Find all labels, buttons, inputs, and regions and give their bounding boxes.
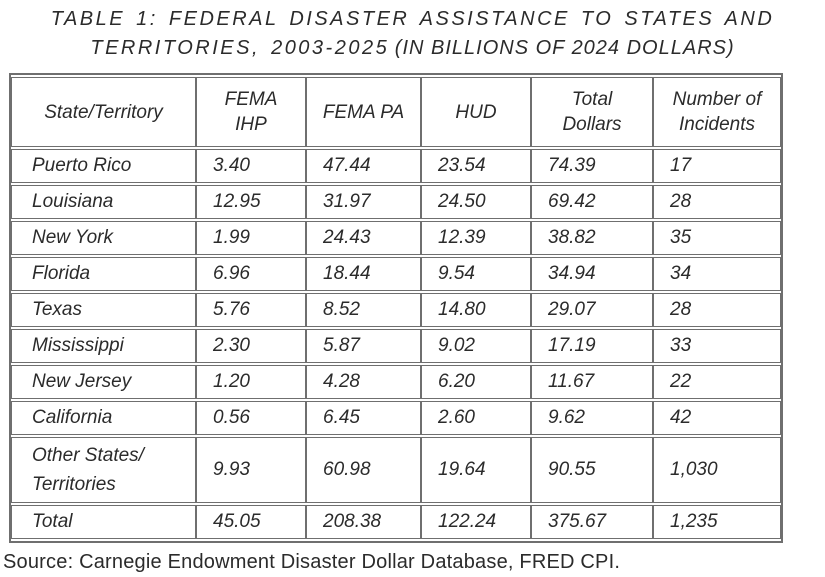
cell-fema-pa: 31.97 [306, 185, 421, 219]
cell-fema-pa: 47.44 [306, 149, 421, 183]
table-title-line2-territories: TERRITORIES, 2003-2025 [90, 37, 390, 59]
column-header-total-dollars: Total Dollars [531, 77, 653, 147]
cell-hud: 19.64 [421, 437, 531, 503]
table-title-line1: TABLE 1: FEDERAL DISASTER ASSISTANCE TO … [50, 8, 775, 30]
cell-state-territory: California [11, 401, 196, 435]
cell-fema-pa: 18.44 [306, 257, 421, 291]
table-row-florida: Florida 6.96 18.44 9.54 34.94 34 [11, 257, 781, 291]
cell-incidents: 28 [653, 185, 781, 219]
cell-fema-pa: 60.98 [306, 437, 421, 503]
cell-fema-pa: 6.45 [306, 401, 421, 435]
cell-hud: 23.54 [421, 149, 531, 183]
table-row-mississippi: Mississippi 2.30 5.87 9.02 17.19 33 [11, 329, 781, 363]
cell-fema-ihp: 1.20 [196, 365, 306, 399]
cell-incidents: 28 [653, 293, 781, 327]
cell-incidents: 22 [653, 365, 781, 399]
column-header-fema-pa: FEMA PA [306, 77, 421, 147]
cell-state-territory: Texas [11, 293, 196, 327]
table-row-louisiana: Louisiana 12.95 31.97 24.50 69.42 28 [11, 185, 781, 219]
disaster-assistance-table: State/Territory FEMA IHP FEMA PA HUD Tot… [9, 73, 783, 543]
cell-state-territory: New Jersey [11, 365, 196, 399]
cell-fema-ihp: 0.56 [196, 401, 306, 435]
cell-total-dollars: 375.67 [531, 505, 653, 539]
column-header-fema-ihp: FEMA IHP [196, 77, 306, 147]
cell-state-territory: Louisiana [11, 185, 196, 219]
cell-fema-ihp: 6.96 [196, 257, 306, 291]
cell-fema-pa: 208.38 [306, 505, 421, 539]
table-row-california: California 0.56 6.45 2.60 9.62 42 [11, 401, 781, 435]
column-header-state-territory: State/Territory [11, 77, 196, 147]
cell-hud: 24.50 [421, 185, 531, 219]
table-row-new-york: New York 1.99 24.43 12.39 38.82 35 [11, 221, 781, 255]
cell-fema-ihp: 5.76 [196, 293, 306, 327]
cell-incidents: 35 [653, 221, 781, 255]
cell-fema-ihp: 1.99 [196, 221, 306, 255]
cell-hud: 14.80 [421, 293, 531, 327]
cell-hud: 12.39 [421, 221, 531, 255]
cell-incidents: 17 [653, 149, 781, 183]
cell-total-dollars: 34.94 [531, 257, 653, 291]
column-header-incidents: Number of Incidents [653, 77, 781, 147]
cell-total-dollars: 90.55 [531, 437, 653, 503]
cell-fema-pa: 24.43 [306, 221, 421, 255]
cell-incidents: 1,235 [653, 505, 781, 539]
cell-fema-ihp: 45.05 [196, 505, 306, 539]
header-row: State/Territory FEMA IHP FEMA PA HUD Tot… [11, 77, 781, 147]
cell-incidents: 42 [653, 401, 781, 435]
table-row-texas: Texas 5.76 8.52 14.80 29.07 28 [11, 293, 781, 327]
cell-total-dollars: 38.82 [531, 221, 653, 255]
cell-fema-ihp: 12.95 [196, 185, 306, 219]
cell-state-territory: Other States/ Territories [11, 437, 196, 503]
cell-total-dollars: 29.07 [531, 293, 653, 327]
table-row-total: Total 45.05 208.38 122.24 375.67 1,235 [11, 505, 781, 539]
cell-hud: 9.54 [421, 257, 531, 291]
cell-fema-pa: 4.28 [306, 365, 421, 399]
cell-hud: 9.02 [421, 329, 531, 363]
cell-hud: 2.60 [421, 401, 531, 435]
cell-hud: 6.20 [421, 365, 531, 399]
cell-fema-pa: 8.52 [306, 293, 421, 327]
table-title: TABLE 1: FEDERAL DISASTER ASSISTANCE TO … [0, 0, 825, 63]
cell-incidents: 34 [653, 257, 781, 291]
cell-fema-ihp: 9.93 [196, 437, 306, 503]
cell-fema-ihp: 2.30 [196, 329, 306, 363]
column-header-hud: HUD [421, 77, 531, 147]
cell-incidents: 33 [653, 329, 781, 363]
source-note: Source: Carnegie Endowment Disaster Doll… [3, 551, 621, 573]
cell-total-dollars: 17.19 [531, 329, 653, 363]
cell-total-dollars: 74.39 [531, 149, 653, 183]
cell-state-territory: Puerto Rico [11, 149, 196, 183]
cell-state-territory: Florida [11, 257, 196, 291]
cell-total-dollars: 11.67 [531, 365, 653, 399]
cell-total-dollars: 9.62 [531, 401, 653, 435]
cell-state-territory: Mississippi [11, 329, 196, 363]
cell-fema-ihp: 3.40 [196, 149, 306, 183]
cell-state-territory: New York [11, 221, 196, 255]
cell-fema-pa: 5.87 [306, 329, 421, 363]
table-row-other-states-territories: Other States/ Territories 9.93 60.98 19.… [11, 437, 781, 503]
table-row-new-jersey: New Jersey 1.20 4.28 6.20 11.67 22 [11, 365, 781, 399]
cell-total-dollars: 69.42 [531, 185, 653, 219]
table-title-line2: TERRITORIES, 2003-2025 (IN BILLIONS OF 2… [0, 34, 825, 63]
cell-state-territory: Total [11, 505, 196, 539]
cell-hud: 122.24 [421, 505, 531, 539]
cell-incidents: 1,030 [653, 437, 781, 503]
table-row-puerto-rico: Puerto Rico 3.40 47.44 23.54 74.39 17 [11, 149, 781, 183]
table-title-line2-units: (IN BILLIONS OF 2024 DOLLARS) [394, 37, 735, 59]
